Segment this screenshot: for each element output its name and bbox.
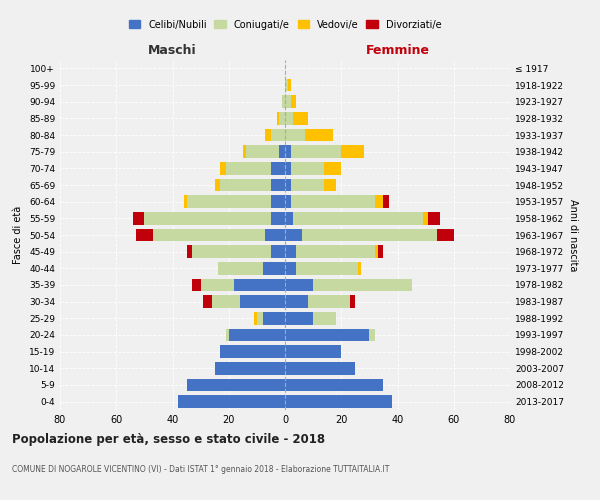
- Y-axis label: Fasce di età: Fasce di età: [13, 206, 23, 264]
- Bar: [313, 312, 335, 324]
- Bar: [215, 362, 285, 374]
- Bar: [290, 146, 341, 158]
- Bar: [296, 246, 375, 258]
- Bar: [229, 329, 285, 341]
- Bar: [271, 129, 285, 141]
- Bar: [153, 229, 265, 241]
- Bar: [293, 212, 423, 224]
- Bar: [285, 229, 302, 241]
- Bar: [288, 79, 290, 92]
- Bar: [240, 296, 285, 308]
- Bar: [296, 262, 358, 274]
- Bar: [341, 146, 364, 158]
- Bar: [325, 162, 341, 174]
- Bar: [220, 346, 285, 358]
- Bar: [290, 162, 325, 174]
- Bar: [313, 279, 412, 291]
- Bar: [423, 212, 428, 224]
- Bar: [192, 279, 200, 291]
- Text: Popolazione per età, sesso e stato civile - 2018: Popolazione per età, sesso e stato civil…: [12, 432, 325, 446]
- Bar: [271, 179, 285, 192]
- Bar: [235, 279, 285, 291]
- Bar: [285, 79, 288, 92]
- Bar: [220, 179, 271, 192]
- Bar: [271, 212, 285, 224]
- Bar: [263, 312, 285, 324]
- Bar: [375, 196, 383, 208]
- Bar: [218, 262, 263, 274]
- Bar: [290, 196, 375, 208]
- Bar: [293, 112, 308, 124]
- Bar: [285, 396, 392, 408]
- Bar: [350, 296, 355, 308]
- Bar: [184, 196, 187, 208]
- Bar: [302, 229, 437, 241]
- Bar: [378, 246, 383, 258]
- Bar: [370, 329, 375, 341]
- Bar: [133, 212, 145, 224]
- Y-axis label: Anni di nascita: Anni di nascita: [568, 199, 578, 271]
- Bar: [265, 229, 285, 241]
- Bar: [203, 296, 212, 308]
- Bar: [282, 96, 285, 108]
- Bar: [280, 112, 285, 124]
- Bar: [277, 112, 280, 124]
- Bar: [263, 262, 285, 274]
- Bar: [285, 146, 290, 158]
- Bar: [285, 96, 290, 108]
- Bar: [280, 146, 285, 158]
- Bar: [220, 162, 226, 174]
- Bar: [285, 246, 296, 258]
- Bar: [265, 129, 271, 141]
- Bar: [285, 112, 293, 124]
- Bar: [245, 146, 280, 158]
- Bar: [285, 179, 290, 192]
- Bar: [325, 179, 335, 192]
- Text: COMUNE DI NOGAROLE VICENTINO (VI) - Dati ISTAT 1° gennaio 2018 - Elaborazione TU: COMUNE DI NOGAROLE VICENTINO (VI) - Dati…: [12, 466, 389, 474]
- Text: Femmine: Femmine: [365, 44, 430, 57]
- Legend: Celibi/Nubili, Coniugati/e, Vedovi/e, Divorziati/e: Celibi/Nubili, Coniugati/e, Vedovi/e, Di…: [125, 16, 445, 34]
- Bar: [285, 379, 383, 391]
- Bar: [285, 262, 296, 274]
- Text: Maschi: Maschi: [148, 44, 197, 57]
- Bar: [437, 229, 454, 241]
- Bar: [226, 329, 229, 341]
- Bar: [187, 196, 271, 208]
- Bar: [254, 312, 257, 324]
- Bar: [305, 129, 333, 141]
- Bar: [285, 362, 355, 374]
- Bar: [187, 246, 192, 258]
- Bar: [375, 246, 378, 258]
- Bar: [136, 229, 153, 241]
- Bar: [308, 296, 350, 308]
- Bar: [285, 212, 293, 224]
- Bar: [285, 296, 308, 308]
- Bar: [200, 279, 235, 291]
- Bar: [145, 212, 271, 224]
- Bar: [285, 162, 290, 174]
- Bar: [290, 96, 296, 108]
- Bar: [271, 162, 285, 174]
- Bar: [383, 196, 389, 208]
- Bar: [290, 179, 325, 192]
- Bar: [428, 212, 440, 224]
- Bar: [285, 346, 341, 358]
- Bar: [226, 162, 271, 174]
- Bar: [285, 196, 290, 208]
- Bar: [257, 312, 263, 324]
- Bar: [285, 279, 313, 291]
- Bar: [215, 179, 220, 192]
- Bar: [187, 379, 285, 391]
- Bar: [271, 246, 285, 258]
- Bar: [271, 196, 285, 208]
- Bar: [192, 246, 271, 258]
- Bar: [285, 312, 313, 324]
- Bar: [178, 396, 285, 408]
- Bar: [243, 146, 245, 158]
- Bar: [285, 129, 305, 141]
- Bar: [212, 296, 240, 308]
- Bar: [358, 262, 361, 274]
- Bar: [285, 329, 370, 341]
